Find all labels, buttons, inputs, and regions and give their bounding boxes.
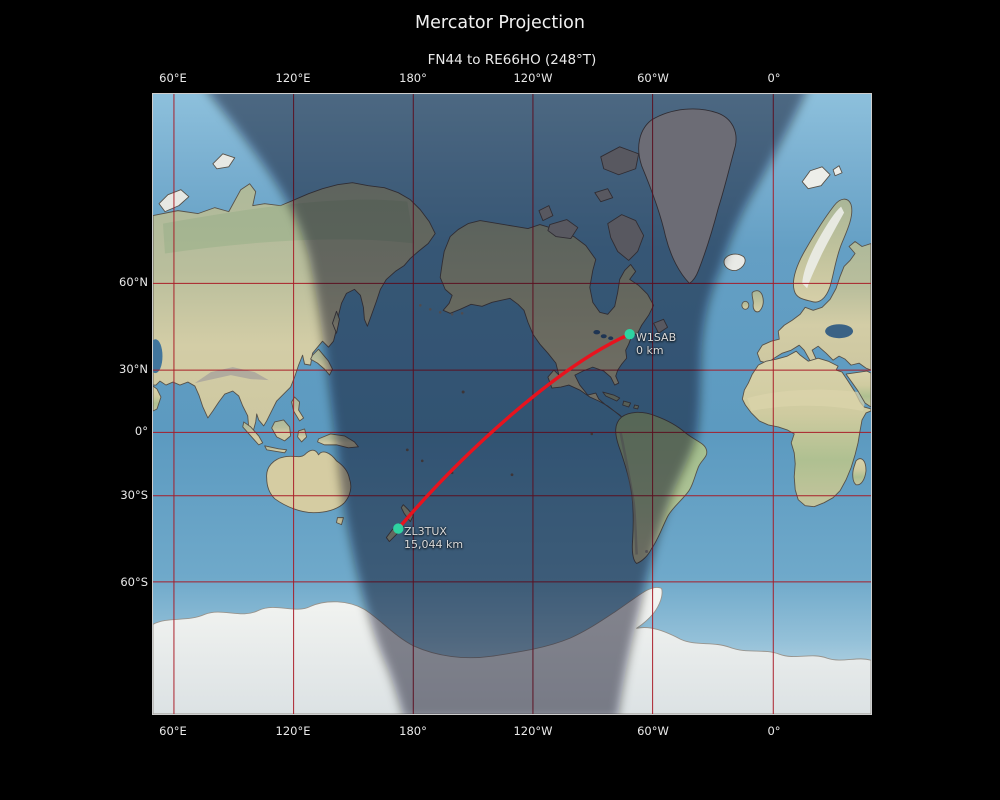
- caspian-sea: [153, 339, 163, 374]
- figure-title: Mercator Projection: [415, 13, 585, 33]
- great-circle-path: [396, 332, 632, 531]
- lat-tick: 30°N: [119, 362, 148, 376]
- lon-tick-bottom: 180°: [399, 724, 427, 738]
- lon-tick-bottom: 120°W: [513, 724, 553, 738]
- lon-tick-bottom: 60°E: [159, 724, 187, 738]
- lon-tick-top: 180°: [399, 71, 427, 85]
- night-overlay: [209, 94, 806, 714]
- sahara-tint: [747, 389, 868, 411]
- station-label-zl3tux: ZL3TUX 15,044 km: [404, 525, 463, 551]
- scandes-ridge: [802, 206, 845, 289]
- lon-tick-top: 60°W: [637, 71, 669, 85]
- lon-tick-top: 120°E: [275, 71, 311, 85]
- station-callsign: ZL3TUX: [404, 525, 447, 538]
- southeast-asia-islands: [242, 396, 359, 454]
- lon-tick-top: 120°W: [513, 71, 553, 85]
- axes-title: FN44 to RE66HO (248°T): [427, 52, 597, 68]
- world-map-svg: [153, 94, 871, 714]
- lat-tick: 60°S: [120, 575, 148, 589]
- lat-tick: 30°S: [120, 488, 148, 502]
- africa: [741, 350, 871, 508]
- station-label-w1sab: W1SAB 0 km: [636, 331, 676, 357]
- svalbard: [801, 165, 843, 190]
- station-distance: 0 km: [636, 344, 664, 357]
- black-sea: [825, 324, 854, 339]
- lon-tick-bottom: 60°W: [637, 724, 669, 738]
- map-axes: [152, 93, 872, 715]
- lat-tick: 0°: [134, 424, 148, 438]
- tasmania: [336, 517, 344, 526]
- ireland: [741, 300, 750, 310]
- madagascar: [852, 458, 867, 486]
- arabia-west: [845, 370, 871, 408]
- himalaya: [194, 367, 269, 384]
- station-callsign: W1SAB: [636, 331, 677, 344]
- lon-tick-top: 0°: [767, 71, 781, 85]
- station-distance: 15,044 km: [404, 538, 464, 551]
- lat-tick: 60°N: [119, 275, 148, 289]
- great-britain: [751, 290, 764, 313]
- station-marker-zl3tux: [393, 523, 404, 534]
- lon-tick-bottom: 0°: [767, 724, 781, 738]
- iceland: [723, 253, 746, 271]
- lon-tick-top: 60°E: [159, 71, 187, 85]
- lon-tick-bottom: 120°E: [275, 724, 311, 738]
- station-marker-w1sab: [624, 329, 635, 340]
- arabia-east-edge: [153, 385, 162, 412]
